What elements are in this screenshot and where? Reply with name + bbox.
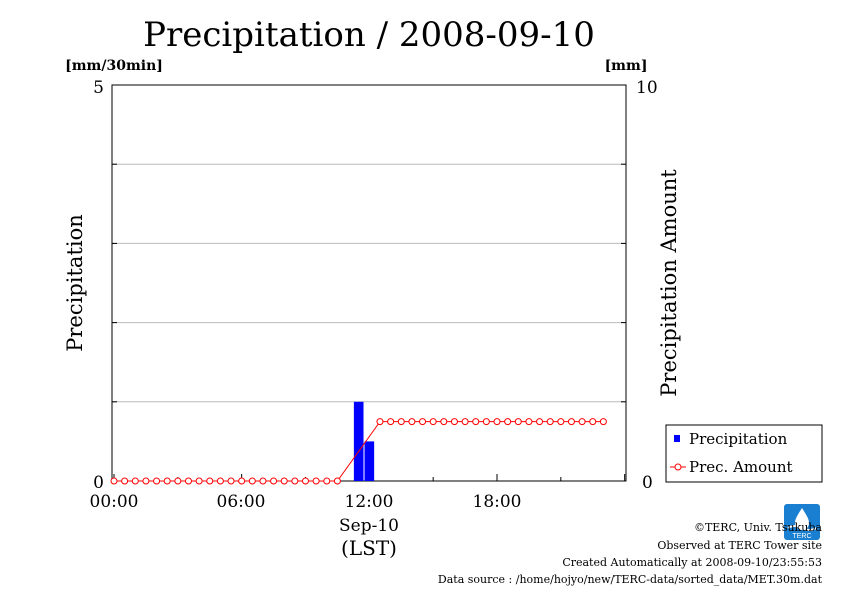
left-unit-label: [mm/30min] [65, 58, 163, 74]
x-tick-label-1800: 18:00 [473, 492, 522, 512]
legend-bar-swatch [674, 435, 680, 442]
legend-label-prec-amount: Prec. Amount [689, 458, 793, 476]
legend-box [665, 424, 823, 483]
prec-amount-marker [291, 477, 299, 485]
footer-created: Created Automatically at 2008-09-10/23:5… [562, 556, 822, 569]
prec-amount-line [110, 418, 607, 485]
right-unit-label: [mm] [605, 58, 648, 74]
prec-amount-marker [387, 418, 395, 426]
legend-label-precipitation: Precipitation [689, 430, 788, 448]
gridlines [112, 163, 626, 403]
prec-amount-marker [163, 477, 171, 485]
prec-amount-marker [227, 477, 235, 485]
y-axis-label-left: Precipitation [63, 214, 87, 352]
prec-amount-marker [323, 477, 331, 485]
left-tick-label-zero: 0 [93, 473, 104, 493]
x-tick-label-1200: 12:00 [345, 492, 394, 512]
prec-amount-marker [280, 477, 288, 485]
precipitation-bar [353, 401, 364, 481]
x-tick-label-0000: 00:00 [90, 492, 139, 512]
prec-amount-marker [259, 477, 267, 485]
prec-amount-marker [546, 418, 554, 426]
prec-amount-marker [333, 477, 341, 485]
logo-text: TERC [792, 533, 811, 540]
prec-amount-marker [589, 418, 597, 426]
prec-amount-marker [376, 418, 384, 426]
prec-amount-marker [397, 418, 405, 426]
chart-title: Precipitation / 2008-09-10 [143, 15, 595, 55]
prec-amount-marker [504, 418, 512, 426]
prec-amount-marker [599, 418, 607, 426]
prec-amount-marker [408, 418, 416, 426]
prec-amount-marker [302, 477, 309, 485]
prec-amount-marker [514, 418, 522, 426]
prec-amount-marker [429, 418, 437, 426]
precipitation-bar [364, 441, 375, 481]
date-label: Sep-10 [339, 516, 399, 536]
x-tick-label-0600: 06:00 [217, 492, 266, 512]
prec-amount-marker [461, 418, 469, 426]
prec-amount-marker [206, 477, 214, 485]
prec-amount-marker [493, 418, 501, 426]
prec-amount-marker [578, 418, 586, 426]
timezone-label: (LST) [341, 536, 397, 560]
prec-amount-marker [153, 477, 161, 485]
prec-amount-marker [216, 477, 224, 485]
prec-amount-marker [482, 418, 490, 426]
prec-amount-marker [567, 418, 575, 426]
prec-amount-marker [419, 418, 427, 426]
prec-amount-marker [195, 477, 203, 485]
prec-amount-marker [557, 418, 565, 426]
footer-observed: Observed at TERC Tower site [657, 539, 822, 552]
prec-amount-marker [174, 477, 182, 485]
terc-logo: TERC [784, 504, 820, 540]
precipitation-bars [353, 401, 375, 481]
prec-amount-marker [536, 418, 544, 426]
prec-amount-marker [131, 477, 139, 485]
prec-amount-marker [440, 418, 448, 426]
prec-amount-marker [142, 477, 150, 485]
prec-amount-marker [270, 477, 278, 485]
right-tick-label-max: 10 [636, 78, 658, 98]
footer-source: Data source : /home/hojyo/new/TERC-data/… [437, 573, 822, 586]
prec-amount-marker [110, 477, 118, 485]
prec-amount-marker [312, 477, 320, 485]
prec-amount-marker [121, 477, 129, 485]
footer-copyright: ©TERC, Univ. Tsukuba [693, 521, 822, 534]
prec-amount-marker [525, 418, 533, 426]
right-tick-label-zero: 0 [642, 473, 653, 493]
legend: Precipitation Prec. Amount [665, 424, 823, 483]
prec-amount-marker [184, 477, 192, 485]
legend-marker-swatch [674, 463, 682, 471]
prec-amount-marker [248, 477, 256, 485]
prec-amount-marker [238, 477, 246, 485]
prec-amount-marker [472, 418, 480, 426]
y-axis-label-right: Precipitation Amount [657, 169, 681, 397]
prec-amount-marker [450, 418, 458, 426]
left-tick-label-max: 5 [93, 78, 104, 98]
